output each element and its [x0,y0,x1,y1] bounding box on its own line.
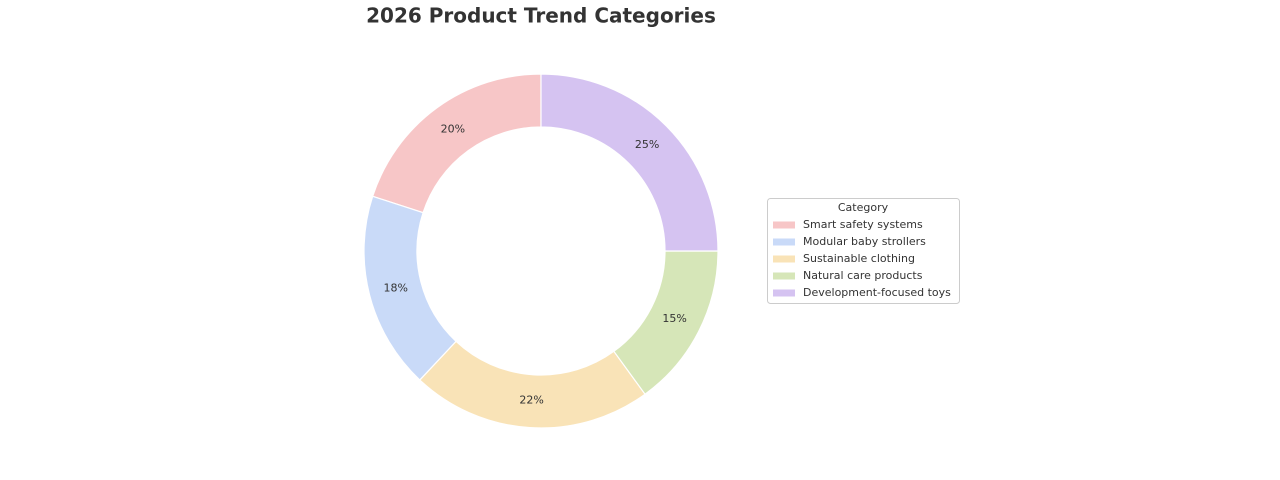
legend-swatch [773,238,795,246]
donut-slice [363,195,457,381]
legend-swatch [773,289,795,297]
legend-label: Smart safety systems [803,218,923,231]
value-label: 15% [662,312,686,325]
value-label: 20% [441,123,465,136]
legend-label: Natural care products [803,269,923,282]
donut-slice [540,73,719,252]
donut-slice [418,340,646,429]
legend-swatch [773,221,795,229]
value-label: 18% [383,281,407,294]
chart-title: 2026 Product Trend Categories [366,4,716,28]
donut-slice [371,73,542,214]
legend-label: Development-focused toys [803,286,951,299]
value-label: 25% [635,138,659,151]
legend-box [767,198,960,304]
legend-label: Sustainable clothing [803,252,915,265]
legend-swatch [773,272,795,280]
legend-swatch [773,255,795,263]
value-label: 22% [519,394,543,407]
legend-label: Modular baby strollers [803,235,926,248]
legend-title: Category [838,201,889,214]
